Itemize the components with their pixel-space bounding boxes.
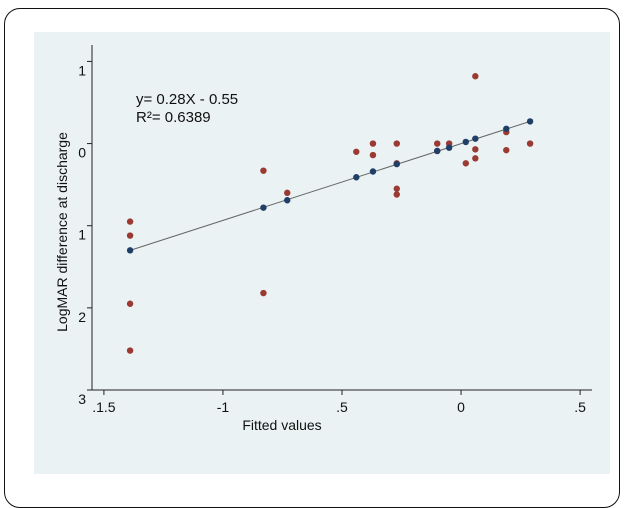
fitted-point <box>369 168 377 175</box>
y-tick-label: 1 <box>78 62 86 78</box>
observed-point <box>260 167 267 174</box>
plot-area <box>92 45 592 390</box>
r2-annotation: R²= 0.6389 <box>136 109 211 126</box>
scatter-chart: .1.5 -1 .5 0 .5 1 0 1 2 3 y= 0.28X - 0.55 R²= 0.6… <box>54 45 592 433</box>
y-tick-label: 2 <box>78 309 86 325</box>
observed-point <box>369 151 377 159</box>
fitted-point <box>284 197 291 204</box>
x-tick-label: .5 <box>336 399 348 415</box>
observed-point <box>472 155 479 162</box>
y-tick-label: 0 <box>78 145 86 161</box>
fitted-point <box>445 144 453 151</box>
fitted-point <box>126 247 134 254</box>
fitted-point <box>462 138 470 146</box>
x-tick-label: .1.5 <box>92 399 116 415</box>
fitted-point <box>393 160 400 168</box>
ticks-layer: .1.5 -1 .5 0 .5 1 0 1 2 3 <box>78 60 586 415</box>
fitted-point <box>472 135 479 142</box>
observed-point <box>260 289 267 297</box>
observed-point <box>369 140 377 147</box>
y-tick-label: 3 <box>78 391 86 407</box>
fitted-point <box>503 125 510 132</box>
observed-point <box>126 218 134 225</box>
observed-point <box>393 191 400 198</box>
y-axis-title: LogMAR difference at discharge <box>54 132 70 332</box>
fitted-point <box>260 204 267 211</box>
x-tick-label: .5 <box>574 399 586 415</box>
observed-point <box>472 146 479 153</box>
observed-point <box>126 232 134 239</box>
observed-point <box>462 160 470 167</box>
observed-point <box>526 140 534 147</box>
x-tick-label: 0 <box>457 399 465 415</box>
x-axis-title: Fitted values <box>242 417 321 433</box>
observed-point <box>126 347 134 354</box>
equation-annotation: y= 0.28X - 0.55 <box>136 91 238 108</box>
observed-point <box>503 146 510 154</box>
x-tick-label: -1 <box>217 399 230 415</box>
fitted-point <box>434 147 441 155</box>
fitted-point <box>526 118 534 125</box>
y-tick-label: 1 <box>78 227 86 243</box>
points-layer <box>126 73 534 354</box>
fitted-point <box>353 174 360 181</box>
observed-point <box>284 189 291 197</box>
observed-point <box>353 148 360 155</box>
observed-point <box>126 300 134 307</box>
observed-point <box>434 140 441 147</box>
observed-point <box>393 140 400 147</box>
observed-point <box>393 185 400 192</box>
observed-point <box>472 73 479 80</box>
